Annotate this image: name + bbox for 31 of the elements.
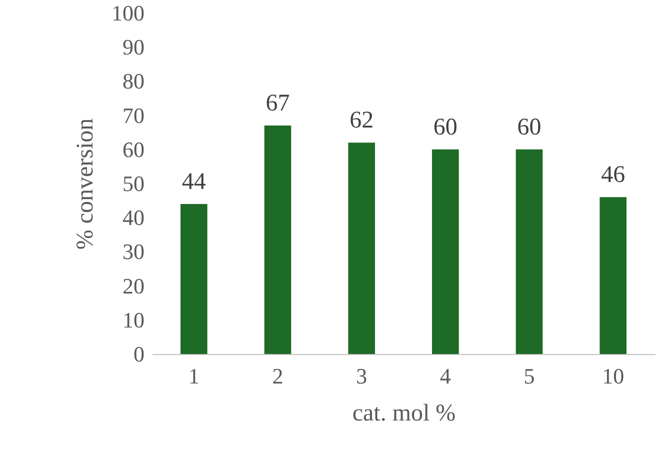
- y-tick-label: 10: [122, 307, 144, 332]
- bar: [264, 126, 292, 354]
- y-tick-label: 60: [122, 136, 144, 162]
- y-axis-title: % conversion: [72, 118, 98, 250]
- bar: [180, 204, 208, 354]
- data-label: 60: [517, 114, 542, 140]
- y-tick-label: 100: [112, 0, 144, 26]
- data-label: 60: [433, 114, 458, 140]
- y-tick-label: 90: [122, 34, 144, 60]
- x-tick-label: 3: [356, 364, 368, 388]
- bar: [348, 142, 375, 354]
- data-label: 62: [350, 108, 374, 134]
- y-tick-label: 50: [122, 171, 144, 196]
- y-tick-label: 0: [134, 342, 144, 366]
- x-tick-label: 2: [272, 364, 284, 388]
- data-label: 67: [266, 90, 290, 117]
- y-tick-label: 40: [122, 205, 144, 230]
- bar: [432, 149, 459, 354]
- bar: [600, 197, 626, 354]
- data-label: 46: [601, 162, 626, 188]
- x-axis-title: cat. mol %: [352, 400, 456, 426]
- x-tick-label: 1: [188, 364, 200, 388]
- x-tick-label: 5: [524, 364, 535, 388]
- y-tick-label: 80: [122, 68, 144, 94]
- bar: [516, 149, 543, 354]
- x-tick-label: 10: [602, 364, 624, 388]
- x-tick-label: 4: [440, 364, 451, 388]
- y-tick-label: 20: [122, 273, 144, 298]
- data-label: 44: [182, 168, 206, 195]
- y-tick-label: 70: [122, 102, 144, 128]
- y-tick-label: 30: [122, 239, 144, 264]
